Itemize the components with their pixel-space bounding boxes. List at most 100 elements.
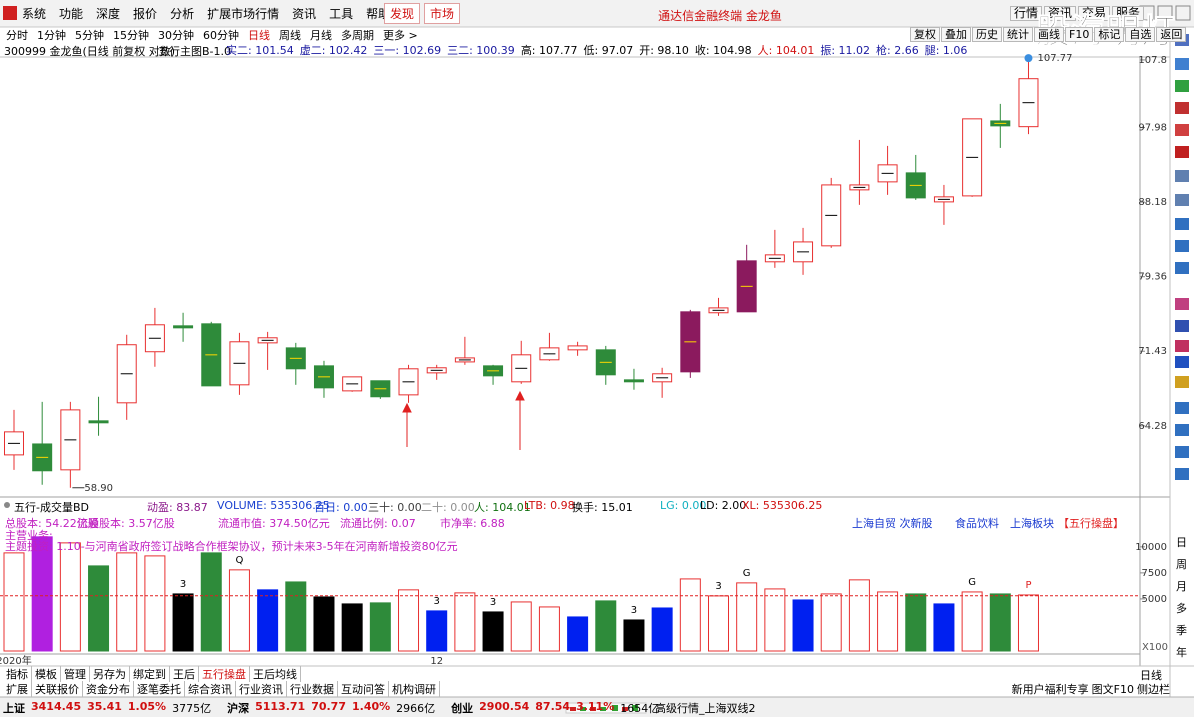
indicator-tab[interactable]: 模板 — [32, 666, 61, 682]
icon[interactable] — [1175, 376, 1189, 388]
icon[interactable] — [1175, 424, 1189, 436]
side-period[interactable]: 周 — [1176, 558, 1187, 571]
icon[interactable] — [1175, 146, 1189, 158]
indicator-tab[interactable]: 王后均线 — [250, 666, 301, 682]
icon — [600, 707, 606, 711]
close-btn[interactable] — [1175, 5, 1191, 21]
icon[interactable] — [1175, 298, 1189, 310]
link[interactable]: 扩展 — [3, 681, 32, 697]
menu-item[interactable]: 深度 — [96, 7, 121, 21]
icon[interactable] — [1175, 320, 1189, 332]
index-name: 沪深 — [227, 701, 250, 715]
icon[interactable] — [1175, 446, 1189, 458]
side-period[interactable]: 多 — [1176, 602, 1187, 615]
tool-button[interactable]: 复权 — [910, 27, 940, 42]
top-tab[interactable]: 交易 — [1078, 6, 1111, 21]
icon[interactable] — [1175, 240, 1189, 252]
y-tick-label: 107.8 — [1138, 55, 1167, 66]
tool-button[interactable]: F10 — [1065, 27, 1094, 42]
link[interactable]: 图文F10 — [1091, 683, 1134, 696]
candle-body — [88, 420, 109, 424]
indicator-tab[interactable]: 另存为 — [90, 666, 130, 682]
icon[interactable] — [1175, 80, 1189, 92]
icon[interactable] — [1175, 124, 1189, 136]
side-period[interactable]: 月 — [1176, 580, 1187, 593]
tool-button[interactable]: 画线 — [1034, 27, 1064, 42]
icon[interactable] — [1175, 262, 1189, 274]
menu-item[interactable]: 分析 — [170, 7, 195, 21]
period-tab[interactable]: 30分钟 — [158, 29, 194, 42]
top-tab[interactable]: 服务 — [1112, 6, 1145, 21]
link[interactable]: 互动问答 — [338, 681, 389, 697]
side-period[interactable]: 季 — [1176, 624, 1187, 637]
period-tab[interactable]: 1分钟 — [37, 29, 66, 42]
volume-stat: 五行-成交量BD — [14, 501, 89, 514]
period-tab[interactable]: 更多 > — [383, 29, 418, 42]
period-tab[interactable]: 周线 — [279, 29, 301, 42]
menu-item[interactable]: 扩展市场行情 — [207, 7, 280, 21]
link[interactable]: 逐笔委托 — [134, 681, 185, 697]
link[interactable]: 行业数据 — [287, 681, 338, 697]
indicator-tab[interactable]: 绑定到 — [130, 666, 170, 682]
icon[interactable] — [1175, 102, 1189, 114]
icon[interactable] — [1175, 402, 1189, 414]
top-tab[interactable]: 资讯 — [1044, 6, 1077, 21]
menu-item[interactable]: 系统 — [22, 7, 47, 21]
sector-tag[interactable]: 上海板块 — [1010, 517, 1054, 530]
link[interactable]: 侧边栏 — [1137, 683, 1170, 696]
period-tab[interactable]: 60分钟 — [203, 29, 239, 42]
link[interactable]: 新用户福利专享 — [1011, 683, 1089, 696]
link[interactable]: 资金分布 — [83, 681, 134, 697]
icon — [612, 705, 618, 711]
tool-button[interactable]: 历史 — [972, 27, 1002, 42]
period-tab[interactable]: 多周期 — [341, 29, 374, 42]
volume-bar — [144, 555, 166, 652]
link[interactable]: 行业资讯 — [236, 681, 287, 697]
maximize-btn[interactable] — [1157, 5, 1173, 21]
sector-tag[interactable]: 【五行操盘】 — [1058, 517, 1124, 530]
tool-button[interactable]: 返回 — [1156, 27, 1187, 42]
icon[interactable] — [1175, 194, 1189, 206]
volume-stat: XL: 535306.25 — [742, 499, 823, 512]
icon[interactable] — [1175, 170, 1189, 182]
indicator-tab[interactable]: 指标 — [3, 666, 32, 682]
period-tab[interactable]: 分时 — [6, 29, 28, 42]
icon[interactable] — [1175, 218, 1189, 230]
period-tab[interactable]: 5分钟 — [75, 29, 104, 42]
link[interactable]: 机构调研 — [389, 681, 440, 697]
menu-item[interactable]: 功能 — [59, 7, 84, 21]
volume-stat: LTB: 0.98 — [524, 499, 575, 512]
icon[interactable] — [1175, 356, 1189, 368]
link[interactable]: 综合资讯 — [185, 681, 236, 697]
period-tab[interactable]: 月线 — [310, 29, 332, 42]
icon[interactable] — [1175, 468, 1189, 480]
top-tab[interactable]: 行情 — [1010, 6, 1043, 21]
y-tick-label: 79.36 — [1138, 272, 1167, 283]
tool-button[interactable]: 标记 — [1094, 27, 1125, 42]
period-tab[interactable]: 日线 — [248, 29, 270, 42]
side-period[interactable]: 日 — [1176, 536, 1187, 549]
side-period[interactable]: 年 — [1176, 646, 1187, 659]
tool-button[interactable]: 统计 — [1003, 27, 1033, 42]
icon[interactable] — [1175, 58, 1189, 70]
period-tab[interactable]: 15分钟 — [113, 29, 149, 42]
menu-item[interactable]: 资讯 — [292, 7, 317, 21]
tool-button[interactable]: 自选 — [1125, 27, 1156, 42]
indicator-tab[interactable]: 五行操盘 — [199, 666, 250, 682]
menu-button[interactable]: 发现 — [384, 3, 421, 24]
volume-bar — [426, 610, 448, 652]
sector-tag[interactable]: 食品饮料 — [955, 517, 999, 530]
icon[interactable] — [1175, 340, 1189, 352]
indicator-tab[interactable]: 管理 — [61, 666, 90, 682]
menu-item[interactable]: 报价 — [133, 7, 158, 21]
sidebar-icons — [1175, 34, 1189, 480]
link[interactable]: 关联报价 — [32, 681, 83, 697]
menu-item[interactable]: 工具 — [329, 7, 354, 21]
icon — [622, 707, 628, 711]
tool-button[interactable]: 叠加 — [941, 27, 971, 42]
top-tabs: 行情 资讯 交易 服务 — [1010, 5, 1145, 22]
indicator-tab[interactable]: 王后 — [170, 666, 199, 682]
menu-button[interactable]: 市场 — [424, 3, 461, 24]
sector-tag[interactable]: 上海自贸 次新股 — [852, 517, 933, 530]
volume-bar — [877, 591, 899, 652]
